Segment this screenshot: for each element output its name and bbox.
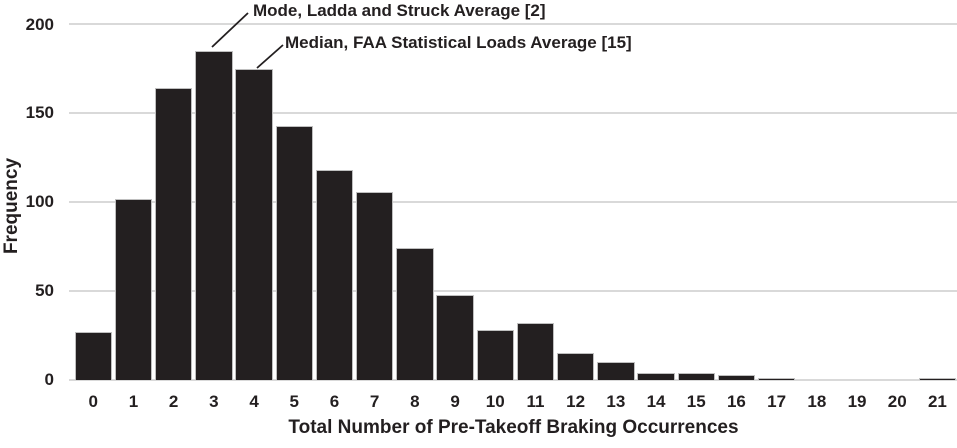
x-tick-label-0: 0 bbox=[88, 392, 98, 411]
y-tick-label-100: 100 bbox=[25, 192, 54, 212]
annotation-mode: Mode, Ladda and Struck Average [2] bbox=[253, 1, 546, 20]
x-tick-label-12: 12 bbox=[566, 392, 586, 411]
x-tick-label-10: 10 bbox=[485, 392, 505, 411]
gridline-50 bbox=[69, 289, 957, 292]
x-tick-label-21: 21 bbox=[927, 392, 947, 411]
plot-area bbox=[70, 24, 957, 380]
bar-16 bbox=[717, 374, 756, 380]
x-tick-label-9: 9 bbox=[450, 392, 460, 411]
y-tick-label-150: 150 bbox=[25, 103, 54, 123]
bar-17 bbox=[757, 378, 796, 380]
bar-6 bbox=[315, 170, 354, 380]
bar-12 bbox=[556, 353, 595, 380]
x-tick-label-5: 5 bbox=[289, 392, 299, 411]
x-tick-label-19: 19 bbox=[847, 392, 867, 411]
gridline-200 bbox=[69, 23, 957, 25]
x-tick-label-11: 11 bbox=[526, 392, 545, 411]
x-tick-label-8: 8 bbox=[410, 392, 420, 411]
x-tick-label-14: 14 bbox=[646, 392, 666, 411]
bar-2 bbox=[154, 88, 193, 380]
bar-7 bbox=[355, 191, 394, 380]
x-tick-label-7: 7 bbox=[369, 392, 380, 411]
x-tick-label-20: 20 bbox=[887, 392, 907, 411]
x-tick-label-16: 16 bbox=[726, 392, 746, 411]
bar-10 bbox=[476, 330, 514, 380]
x-tick-label-6: 6 bbox=[329, 392, 340, 411]
bar-5 bbox=[275, 125, 313, 380]
gridline-150 bbox=[69, 111, 957, 114]
bar-15 bbox=[677, 372, 715, 380]
bar-3 bbox=[195, 51, 233, 380]
x-tick-label-3: 3 bbox=[209, 392, 219, 411]
x-tick-label-15: 15 bbox=[686, 392, 706, 411]
x-tick-label-4: 4 bbox=[249, 392, 259, 411]
y-tick-label-200: 200 bbox=[25, 14, 54, 34]
x-tick-label-17: 17 bbox=[767, 392, 787, 411]
y-tick-label-0: 0 bbox=[44, 370, 54, 390]
bar-11 bbox=[516, 323, 555, 380]
x-tick-label-13: 13 bbox=[606, 392, 626, 411]
x-tick-label-1: 1 bbox=[128, 392, 139, 411]
x-tick-label-18: 18 bbox=[807, 392, 827, 411]
bar-4 bbox=[235, 68, 273, 380]
bar-14 bbox=[637, 372, 675, 380]
y-tick-label-50: 50 bbox=[35, 281, 54, 301]
gridline-100 bbox=[69, 200, 957, 203]
x-axis-title: Total Number of Pre-Takeoff Braking Occu… bbox=[288, 417, 739, 438]
x-tick-label-2: 2 bbox=[168, 392, 179, 411]
bar-8 bbox=[396, 248, 434, 380]
bar-21 bbox=[918, 378, 957, 380]
bar-0 bbox=[74, 332, 112, 380]
bar-1 bbox=[114, 198, 153, 380]
annotation-median: Median, FAA Statistical Loads Average [1… bbox=[285, 33, 632, 52]
bar-9 bbox=[436, 294, 474, 380]
bar-13 bbox=[597, 362, 635, 380]
